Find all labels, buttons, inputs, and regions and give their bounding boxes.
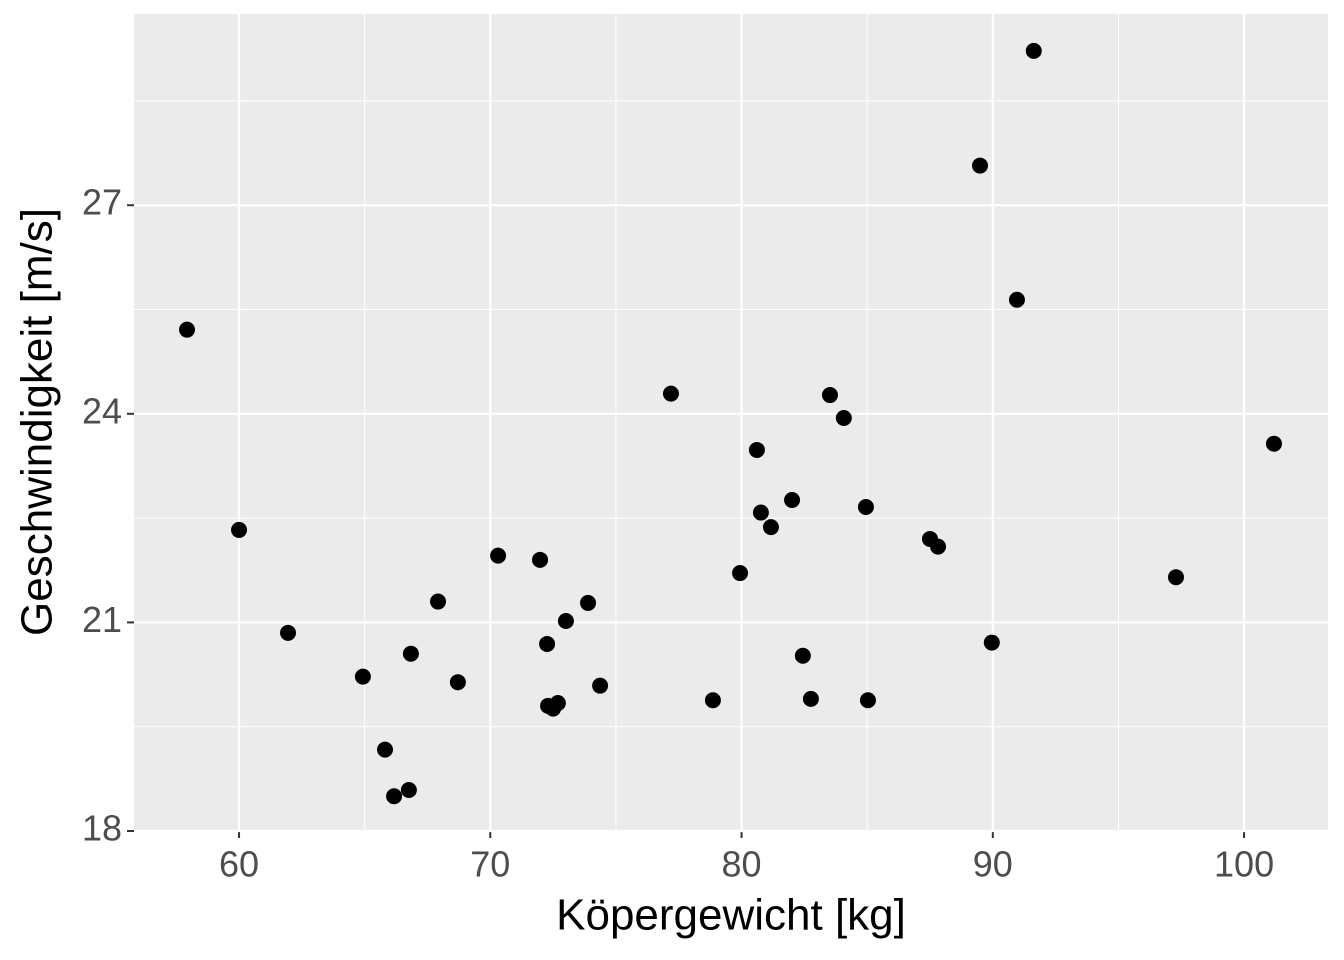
point	[859, 692, 876, 709]
point	[179, 321, 196, 338]
point	[386, 788, 403, 805]
point	[762, 519, 779, 536]
point	[430, 593, 447, 610]
y-tick-label: 24	[82, 390, 122, 431]
point	[821, 387, 838, 404]
point	[983, 634, 1000, 651]
point	[402, 645, 419, 662]
point	[752, 504, 769, 521]
point	[1265, 435, 1282, 452]
point	[400, 781, 417, 798]
x-tick-label: 100	[1214, 844, 1274, 885]
point	[704, 692, 721, 709]
y-tick-label: 27	[82, 182, 122, 223]
point	[732, 565, 749, 582]
x-axis-title: Köpergewicht [kg]	[556, 891, 906, 940]
y-tick-label: 21	[82, 599, 122, 640]
point	[748, 441, 765, 458]
point	[539, 635, 556, 652]
point	[794, 647, 811, 664]
point	[231, 521, 248, 538]
point	[972, 157, 989, 174]
point	[802, 690, 819, 707]
point	[835, 409, 852, 426]
y-tick-label: 18	[82, 808, 122, 849]
point	[377, 741, 394, 758]
x-tick-label: 60	[219, 844, 259, 885]
point	[532, 551, 549, 568]
point	[280, 624, 297, 641]
point	[580, 594, 597, 611]
point	[1025, 42, 1042, 59]
point	[662, 385, 679, 402]
point	[490, 547, 507, 564]
panel	[134, 14, 1328, 831]
x-tick-label: 70	[470, 844, 510, 885]
point	[354, 668, 371, 685]
point	[857, 498, 874, 515]
point	[449, 674, 466, 691]
point	[784, 492, 801, 509]
x-tick-label: 80	[722, 844, 762, 885]
point	[549, 695, 566, 712]
point	[1167, 569, 1184, 586]
point	[930, 538, 947, 555]
point	[557, 613, 574, 630]
point	[1008, 291, 1025, 308]
y-axis-title: Geschwindigkeit [m/s]	[13, 208, 62, 636]
x-tick-label: 90	[973, 844, 1013, 885]
point	[592, 677, 609, 694]
